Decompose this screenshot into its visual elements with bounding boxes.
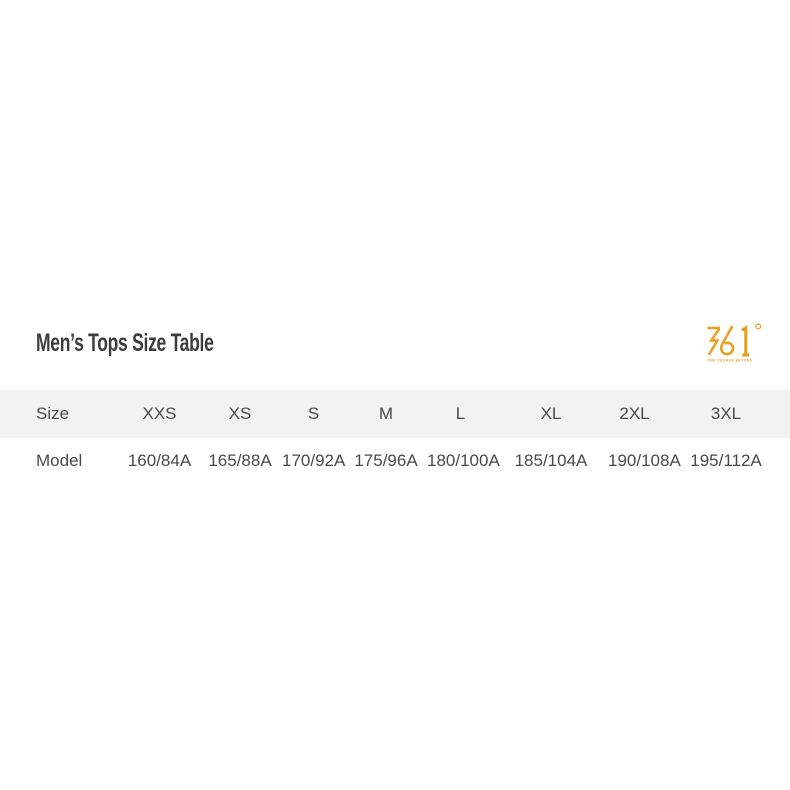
svg-text:ONE DEGREE BEYOND: ONE DEGREE BEYOND <box>707 359 752 363</box>
